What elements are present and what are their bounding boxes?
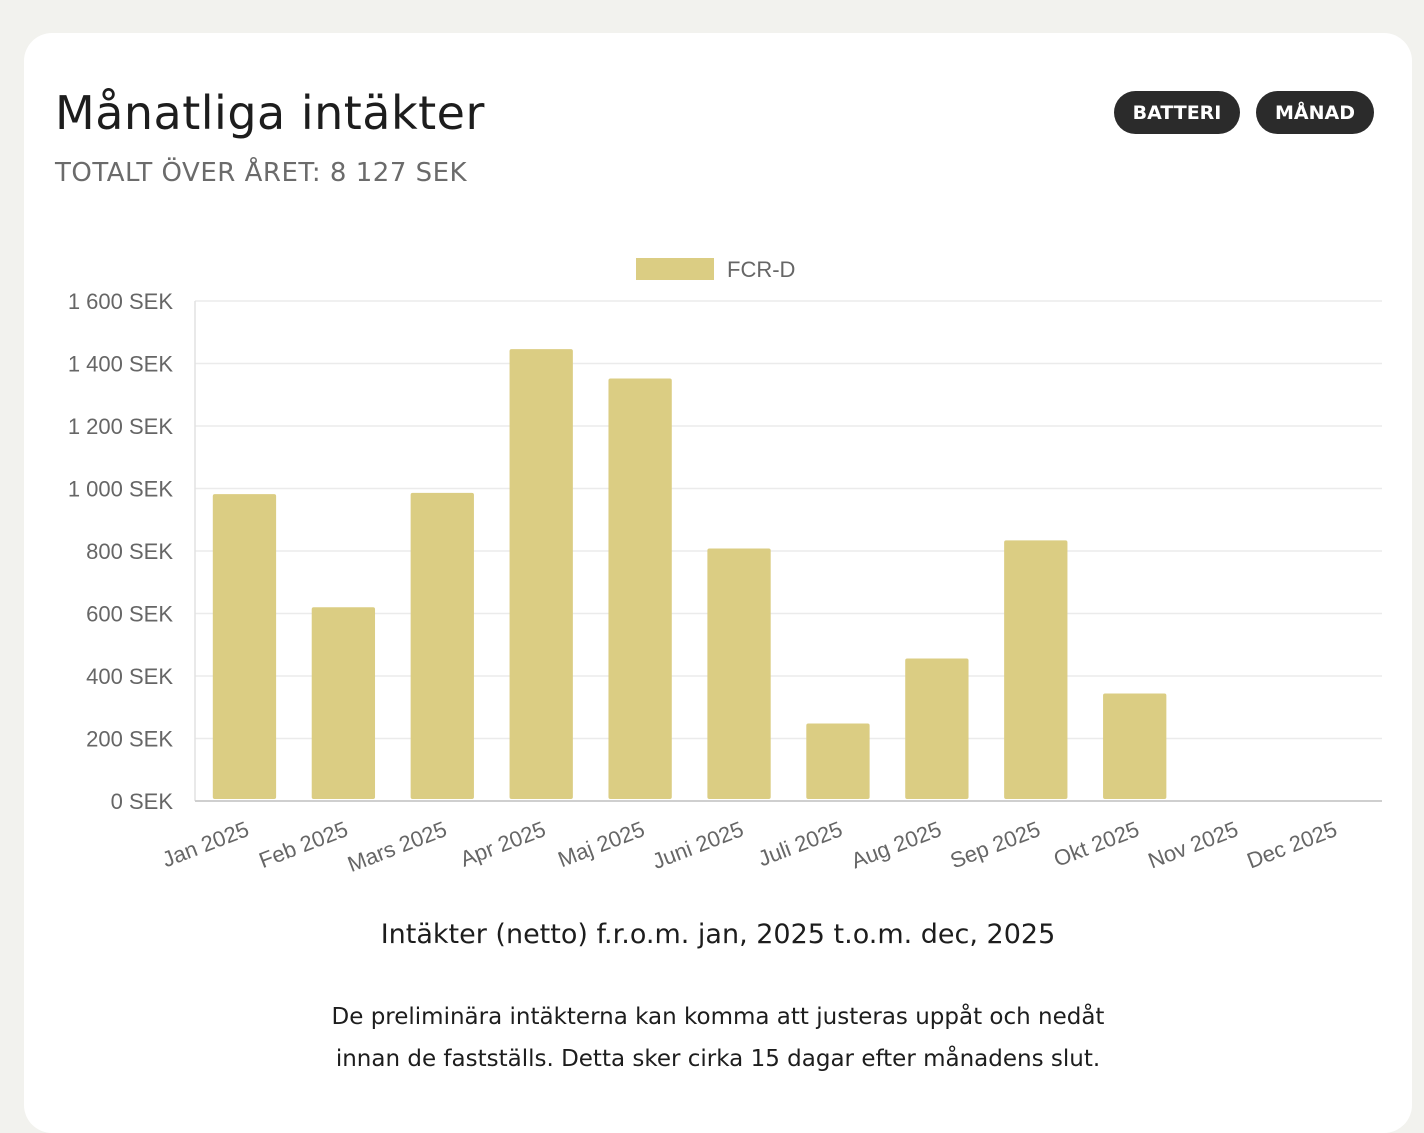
x-tick-label: Sep 2025 xyxy=(947,816,1044,873)
x-tick-label: Dec 2025 xyxy=(1243,816,1340,873)
bar xyxy=(212,494,277,799)
x-tick-label: Maj 2025 xyxy=(554,816,647,872)
disclaimer-line-1: De preliminära intäkterna kan komma att … xyxy=(331,1004,1105,1030)
bar xyxy=(410,492,474,799)
bar xyxy=(509,349,573,799)
month-filter-button[interactable]: MÅNAD xyxy=(1256,91,1374,134)
x-tick-label: Aug 2025 xyxy=(848,816,945,873)
chart-caption: Intäkter (netto) f.r.o.m. jan, 2025 t.o.… xyxy=(380,919,1056,950)
x-tick-label: Okt 2025 xyxy=(1050,816,1142,871)
x-tick-label: Apr 2025 xyxy=(457,816,549,871)
y-tick-label: 600 SEK xyxy=(86,602,173,627)
battery-filter-button[interactable]: BATTERI xyxy=(1114,91,1240,134)
y-tick-label: 800 SEK xyxy=(86,539,173,564)
y-tick-label: 0 SEK xyxy=(111,789,174,814)
yearly-total: TOTALT ÖVER ÅRET: 8 127 SEK xyxy=(55,158,468,188)
y-tick-label: 1 000 SEK xyxy=(68,477,174,502)
x-tick-label: Juli 2025 xyxy=(755,816,846,871)
legend-swatch xyxy=(636,258,714,280)
bar xyxy=(608,378,672,799)
y-tick-label: 1 400 SEK xyxy=(68,352,174,377)
x-tick-label: Feb 2025 xyxy=(255,816,351,873)
x-tick-label: Jan 2025 xyxy=(159,816,252,872)
y-tick-label: 200 SEK xyxy=(86,727,173,752)
x-tick-label: Nov 2025 xyxy=(1145,816,1242,873)
bar xyxy=(707,548,771,799)
bar xyxy=(905,658,969,799)
y-tick-label: 1 600 SEK xyxy=(68,289,174,314)
revenue-bar-chart: 0 SEK 200 SEK 400 SEK 600 SEK 800 SEK 1 000 S… xyxy=(68,257,1382,877)
bar xyxy=(311,607,376,799)
x-tick-label: Mars 2025 xyxy=(344,816,450,877)
page-title: Månatliga intäkter xyxy=(55,86,485,140)
legend-label: FCR-D xyxy=(727,257,795,282)
disclaimer-note: De preliminära intäkterna kan komma att … xyxy=(0,996,1424,1080)
x-tick-label: Juni 2025 xyxy=(649,816,747,874)
bar xyxy=(1103,693,1167,799)
disclaimer-line-2: innan de fastställs. Detta sker cirka 15… xyxy=(335,1046,1101,1072)
y-tick-label: 400 SEK xyxy=(86,664,173,689)
bar xyxy=(1004,540,1068,799)
bar xyxy=(806,723,870,799)
y-tick-label: 1 200 SEK xyxy=(68,414,174,439)
